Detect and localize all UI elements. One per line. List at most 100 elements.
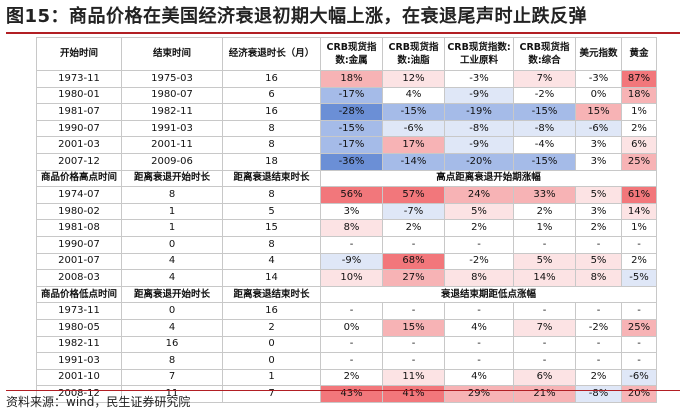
table-row: 1990-07 0 8- - - - - - bbox=[36, 235, 657, 254]
value-cell: 2% bbox=[444, 219, 514, 237]
value-cell: 29% bbox=[444, 385, 514, 403]
cell-col1: 1973-11 bbox=[36, 302, 122, 320]
value-cell: 17% bbox=[382, 136, 445, 154]
cell-col2: 0 bbox=[121, 235, 223, 254]
value-cell: -20% bbox=[444, 152, 514, 171]
value-cell: - bbox=[320, 235, 383, 254]
cell-col3: 0 bbox=[222, 335, 321, 354]
table-row: 1982-11 16 0- - - - - - bbox=[36, 335, 657, 354]
cell-col2: 4 bbox=[121, 269, 223, 287]
table-row: 1991-03 8 0- - - - - - bbox=[36, 352, 657, 370]
cell-col1: 2008-12 bbox=[36, 385, 122, 403]
table-row: 1981-08 1 15 8% 2% 2% 1% 2% 1% bbox=[36, 219, 657, 237]
cell-col1: 2001-07 bbox=[36, 252, 122, 271]
value-cell: -8% bbox=[444, 119, 514, 138]
cell-col2: 8 bbox=[121, 352, 223, 370]
cell-col1: 1981-07 bbox=[36, 103, 122, 121]
cell-col1: 2008-03 bbox=[36, 269, 122, 287]
value-cell: 4% bbox=[382, 86, 445, 105]
value-cell: -6% bbox=[621, 368, 657, 387]
value-cell: -3% bbox=[575, 70, 622, 88]
value-cell: - bbox=[382, 235, 445, 254]
cell-col3: 2 bbox=[222, 318, 321, 337]
cell-col3: 0 bbox=[222, 352, 321, 370]
value-cell: -36% bbox=[320, 152, 383, 171]
value-cell: 7% bbox=[513, 318, 576, 337]
value-cell: 43% bbox=[320, 385, 383, 403]
header-gold: 黄金 bbox=[621, 37, 657, 71]
value-cell: -19% bbox=[444, 103, 514, 121]
value-cell: -15% bbox=[513, 152, 576, 171]
value-cell: -6% bbox=[575, 119, 622, 138]
value-cell: 41% bbox=[382, 385, 445, 403]
header-dollar-index: 美元指数 bbox=[575, 37, 622, 71]
cell-col2: 1991-03 bbox=[121, 119, 223, 138]
value-cell: - bbox=[575, 302, 622, 320]
table-row: 1973-11 1975-03 16 18% 12% -3% 7% -3% 87% bbox=[36, 70, 657, 88]
value-cell: - bbox=[513, 302, 576, 320]
value-cell: - bbox=[382, 352, 445, 370]
value-cell: 5% bbox=[513, 252, 576, 271]
value-cell: 18% bbox=[621, 86, 657, 105]
value-cell: 2% bbox=[575, 219, 622, 237]
header-crb-metals: CRB现货指数:金属 bbox=[320, 37, 383, 71]
value-cell: - bbox=[513, 235, 576, 254]
value-cell: 8% bbox=[320, 219, 383, 237]
value-cell: 27% bbox=[382, 269, 445, 287]
value-cell: -17% bbox=[320, 86, 383, 105]
value-cell: 68% bbox=[382, 252, 445, 271]
value-cell: -2% bbox=[513, 86, 576, 105]
value-cell: -2% bbox=[444, 252, 514, 271]
value-cell: 14% bbox=[621, 202, 657, 221]
value-cell: 8% bbox=[444, 269, 514, 287]
value-cell: - bbox=[621, 335, 657, 354]
value-cell: -15% bbox=[382, 103, 445, 121]
cell-col3: 18 bbox=[222, 152, 321, 171]
title-rule bbox=[6, 32, 680, 34]
value-cell: 12% bbox=[382, 70, 445, 88]
cell-col1: 1980-01 bbox=[36, 86, 122, 105]
value-cell: -4% bbox=[513, 136, 576, 154]
value-cell: 3% bbox=[320, 202, 383, 221]
cell-col2: 4 bbox=[121, 318, 223, 337]
value-cell: 14% bbox=[513, 269, 576, 287]
recession-commodity-table: 开始时间 结束时间 经济衰退时长（月） CRB现货指数:金属 CRB现货指数:油… bbox=[36, 37, 657, 403]
value-cell: 4% bbox=[444, 318, 514, 337]
value-cell: -6% bbox=[382, 119, 445, 138]
value-cell: 5% bbox=[444, 202, 514, 221]
table-row: 1980-01 1980-07 6 -17% 4% -9% -2% 0% 18% bbox=[36, 86, 657, 105]
cell-col3: 6 bbox=[222, 86, 321, 105]
section-col1-label: 商品价格高点时间 bbox=[36, 169, 122, 188]
bottom-rule bbox=[6, 390, 680, 391]
value-cell: 4% bbox=[444, 368, 514, 387]
section-header-row: 商品价格高点时间 距离衰退开始时长 距离衰退结束时长 高点距离衰退开始期涨幅 bbox=[36, 169, 657, 188]
value-cell: -9% bbox=[444, 86, 514, 105]
section-header-row: 商品价格低点时间 距离衰退开始时长 距离衰退结束时长 衰退结束期距低点涨幅 bbox=[36, 285, 657, 304]
value-cell: 33% bbox=[513, 186, 576, 204]
value-cell: -3% bbox=[444, 70, 514, 88]
value-cell: - bbox=[444, 235, 514, 254]
value-cell: 1% bbox=[621, 103, 657, 121]
cell-col3: 5 bbox=[222, 202, 321, 221]
value-cell: 6% bbox=[513, 368, 576, 387]
value-cell: 25% bbox=[621, 152, 657, 171]
cell-col3: 8 bbox=[222, 136, 321, 154]
cell-col1: 1990-07 bbox=[36, 235, 122, 254]
table-row: 2008-03 4 14 10% 27% 8% 14% 8% -5% bbox=[36, 269, 657, 287]
cell-col2: 8 bbox=[121, 186, 223, 204]
value-cell: 2% bbox=[621, 252, 657, 271]
value-cell: 2% bbox=[621, 119, 657, 138]
value-cell: - bbox=[382, 302, 445, 320]
value-cell: - bbox=[513, 352, 576, 370]
value-cell: 25% bbox=[621, 318, 657, 337]
cell-col3: 16 bbox=[222, 70, 321, 88]
value-cell: - bbox=[621, 352, 657, 370]
value-cell: 20% bbox=[621, 385, 657, 403]
value-cell: - bbox=[444, 335, 514, 354]
cell-col2: 1 bbox=[121, 202, 223, 221]
value-cell: - bbox=[575, 335, 622, 354]
value-cell: - bbox=[444, 302, 514, 320]
value-cell: 56% bbox=[320, 186, 383, 204]
value-cell: 10% bbox=[320, 269, 383, 287]
